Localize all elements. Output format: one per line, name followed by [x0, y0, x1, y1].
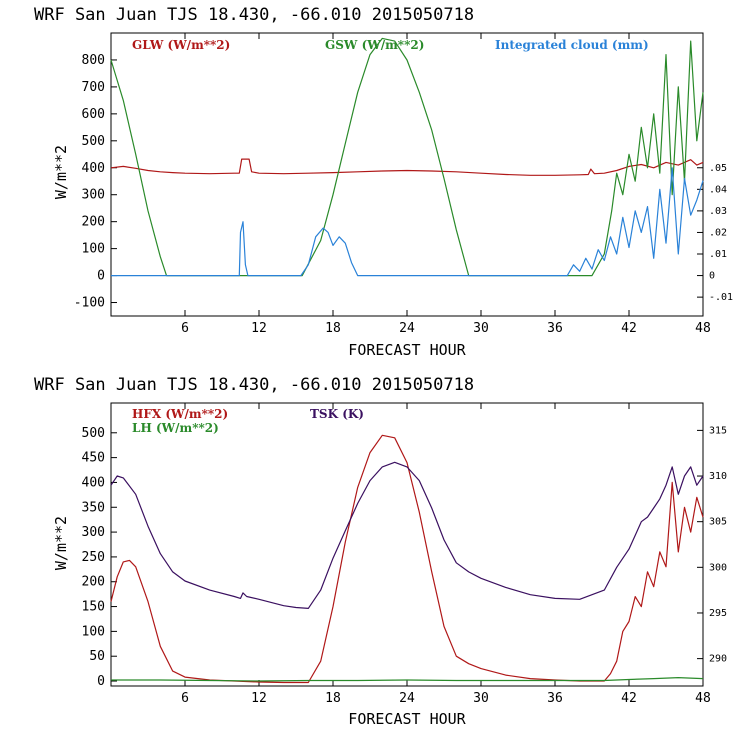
y-tick-label: 400	[82, 161, 105, 176]
top-x-axis-label: FORECAST HOUR	[348, 341, 466, 359]
bottom-left-y-axis: 0 50 100 150 200 250 300 350 400 450 500	[82, 426, 117, 689]
top-series-lines	[110, 37, 704, 277]
x-tick-label: 48	[695, 691, 711, 706]
y-tick-label: -100	[74, 296, 105, 311]
x-tick-label: 36	[547, 691, 563, 706]
top-left-y-axis: -100 0 100 200 300 400 500 600 700 800	[74, 53, 117, 311]
bottom-x-axis-label: FORECAST HOUR	[348, 710, 466, 728]
right-y-tick-label: 290	[709, 654, 727, 665]
series-line-2	[111, 167, 704, 277]
bottom-legend-tsk: TSK (K)	[310, 407, 364, 421]
bottom-legend-lh: LH (W/m**2)	[132, 421, 219, 435]
x-tick-label: 6	[181, 321, 189, 336]
x-tick-label: 24	[399, 691, 415, 706]
y-tick-label: 300	[82, 188, 105, 203]
y-tick-label: 500	[82, 134, 105, 149]
x-tick-label: 6	[181, 691, 189, 706]
x-tick-label: 42	[621, 321, 637, 336]
right-y-tick-label: .05	[709, 163, 727, 174]
x-tick-label: 48	[695, 321, 711, 336]
y-tick-label: 200	[82, 215, 105, 230]
bottom-x-axis: 6 12 18 24 30 36 42 48	[181, 403, 711, 706]
top-chart-title: WRF San Juan TJS 18.430, -66.010 2015050…	[34, 5, 474, 25]
bottom-right-y-axis: 290 295 300 305 310 315	[697, 425, 727, 665]
right-y-tick-label: .03	[709, 206, 727, 217]
bottom-y-axis-label: W/m**2	[52, 516, 70, 570]
x-tick-label: 18	[325, 321, 341, 336]
y-tick-label: 200	[82, 575, 105, 590]
top-right-y-axis: -.01 0 .01 .02 .03 .04 .05	[697, 163, 733, 303]
series-line-0	[110, 434, 704, 684]
bottom-series-lines	[110, 434, 704, 684]
right-y-tick-label: .01	[709, 249, 727, 260]
right-y-tick-label: .04	[709, 184, 727, 195]
x-tick-label: 30	[473, 321, 489, 336]
series-line-1	[110, 37, 704, 277]
top-x-axis: 6 12 18 24 30 36 42 48	[181, 33, 711, 336]
y-tick-label: 400	[82, 475, 105, 490]
y-tick-label: 700	[82, 80, 105, 95]
series-line-1	[111, 677, 704, 682]
right-y-tick-label: 315	[709, 425, 727, 436]
top-legend-glw: GLW (W/m**2)	[132, 38, 230, 52]
top-y-axis-label: W/m**2	[52, 145, 70, 199]
x-tick-label: 42	[621, 691, 637, 706]
right-y-tick-label: 305	[709, 517, 727, 528]
series-line-0	[110, 158, 704, 176]
x-tick-label: 12	[251, 321, 267, 336]
bottom-legend-hfx: HFX (W/m**2)	[132, 407, 228, 421]
y-tick-label: 300	[82, 525, 105, 540]
right-y-tick-label: .02	[709, 227, 727, 238]
x-tick-label: 36	[547, 321, 563, 336]
right-y-tick-label: 295	[709, 608, 727, 619]
y-tick-label: 250	[82, 550, 105, 565]
y-tick-label: 100	[82, 242, 105, 257]
y-tick-label: 500	[82, 426, 105, 441]
y-tick-label: 350	[82, 500, 105, 515]
right-y-tick-label: 310	[709, 471, 727, 482]
y-tick-label: 100	[82, 624, 105, 639]
top-legend-cloud: Integrated cloud (mm)	[495, 38, 649, 52]
bottom-chart-title: WRF San Juan TJS 18.430, -66.010 2015050…	[34, 375, 474, 395]
x-tick-label: 30	[473, 691, 489, 706]
x-tick-label: 24	[399, 321, 415, 336]
y-tick-label: 0	[97, 674, 105, 689]
bottom-plot-frame	[110, 402, 704, 687]
right-y-tick-label: 300	[709, 562, 727, 573]
x-tick-label: 18	[325, 691, 341, 706]
y-tick-label: 800	[82, 53, 105, 68]
top-legend-gsw: GSW (W/m**2)	[325, 38, 424, 52]
top-plot-frame	[110, 32, 704, 317]
bottom-chart-panel: WRF San Juan TJS 18.430, -66.010 2015050…	[34, 375, 727, 728]
y-tick-label: 50	[89, 649, 105, 664]
y-tick-label: 600	[82, 107, 105, 122]
right-y-tick-label: -.01	[709, 292, 733, 303]
right-y-tick-label: 0	[709, 271, 715, 282]
series-line-2	[110, 461, 704, 609]
y-tick-label: 0	[97, 269, 105, 284]
y-tick-label: 150	[82, 600, 105, 615]
top-chart-panel: WRF San Juan TJS 18.430, -66.010 2015050…	[34, 5, 733, 359]
y-tick-label: 450	[82, 451, 105, 466]
x-tick-label: 12	[251, 691, 267, 706]
